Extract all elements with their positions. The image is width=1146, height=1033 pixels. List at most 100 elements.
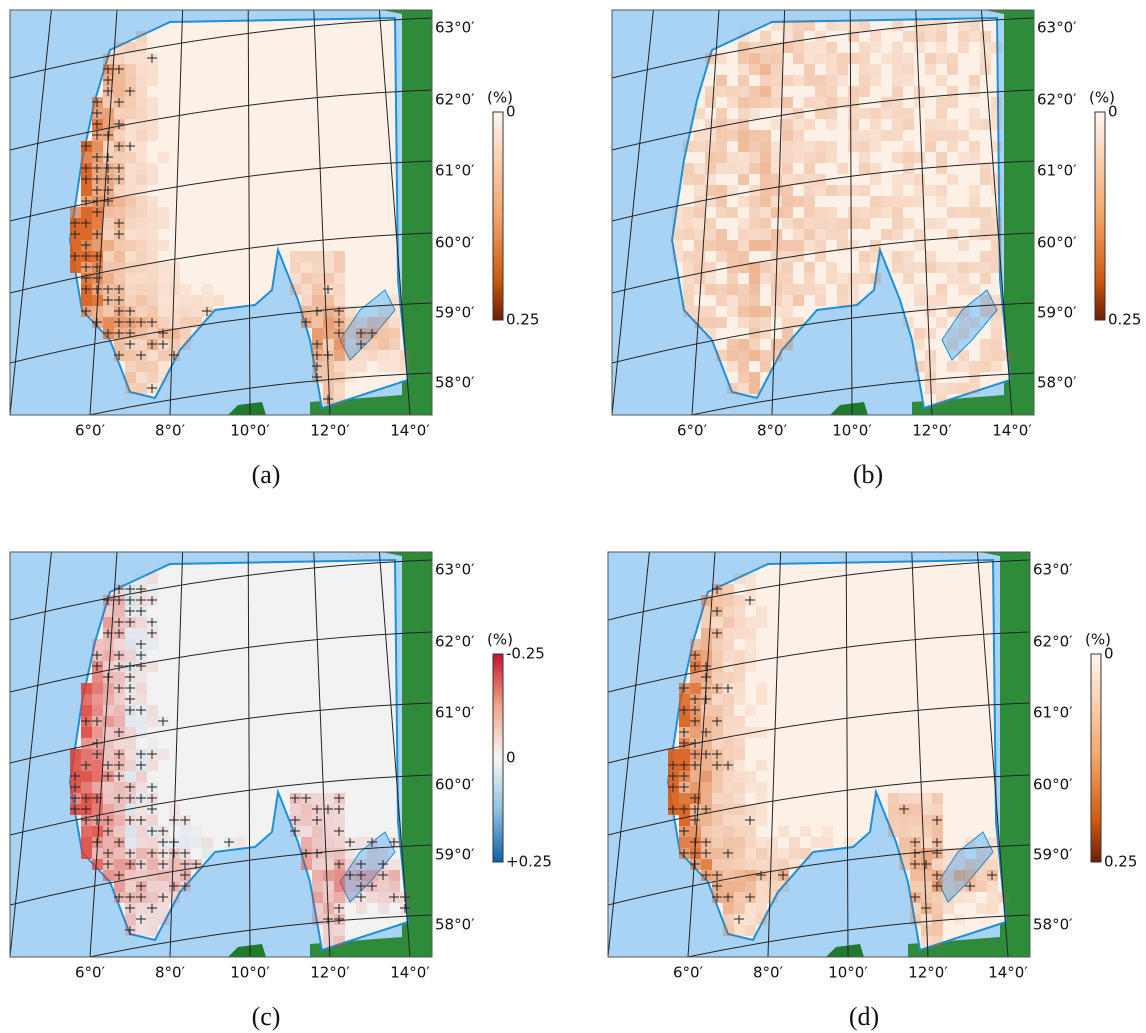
heat-cell <box>114 782 125 793</box>
heat-cell <box>925 119 936 130</box>
heat-cell <box>334 936 345 947</box>
heat-cell <box>837 185 848 196</box>
heat-cell <box>991 97 1002 108</box>
heat-cell <box>103 251 114 262</box>
heat-cell <box>290 804 301 815</box>
heat-cell <box>782 328 793 339</box>
heat-cell <box>969 284 980 295</box>
heat-cell <box>136 683 147 694</box>
heat-cell <box>705 86 716 97</box>
heat-cell <box>914 152 925 163</box>
heat-cell <box>334 339 345 350</box>
heat-cell <box>760 185 771 196</box>
heat-cell <box>334 925 345 936</box>
heat-cell <box>958 383 969 394</box>
heat-cell <box>125 108 136 119</box>
heat-cell <box>991 185 1002 196</box>
heat-cell <box>683 207 694 218</box>
heat-cell <box>290 262 301 273</box>
heat-cell <box>760 240 771 251</box>
heat-cell <box>378 892 389 903</box>
heat-cell <box>749 53 760 64</box>
heat-cell <box>147 361 158 372</box>
heat-cell <box>859 64 870 75</box>
heat-cell <box>125 295 136 306</box>
heat-cell <box>690 727 701 738</box>
heat-cell <box>712 859 723 870</box>
heat-cell <box>136 694 147 705</box>
heat-cell <box>910 815 921 826</box>
heat-cell <box>969 152 980 163</box>
heat-cell <box>749 372 760 383</box>
heat-cell <box>738 174 749 185</box>
heat-cell <box>958 317 969 328</box>
heat-cell <box>782 185 793 196</box>
heat-cell <box>705 53 716 64</box>
heat-cell <box>158 903 169 914</box>
lon-label: 6°0′ <box>673 964 704 982</box>
heat-cell <box>114 881 125 892</box>
heat-cell <box>690 826 701 837</box>
heat-cell <box>114 694 125 705</box>
heat-cell <box>837 218 848 229</box>
heat-cell <box>136 339 147 350</box>
heat-cell <box>782 295 793 306</box>
heat-cell <box>114 639 125 650</box>
heat-cell <box>771 196 782 207</box>
heat-cell <box>903 196 914 207</box>
heat-cell <box>870 64 881 75</box>
heat-cell <box>202 848 213 859</box>
lon-label: 8°0′ <box>155 964 186 982</box>
heat-cell <box>921 837 932 848</box>
heat-cell <box>92 859 103 870</box>
heat-cell <box>92 683 103 694</box>
heat-cell <box>356 361 367 372</box>
heat-cell <box>760 328 771 339</box>
heat-cell <box>705 317 716 328</box>
colorbar-label: 0 <box>1108 103 1118 121</box>
heat-cell <box>103 306 114 317</box>
heat-cell <box>136 372 147 383</box>
heat-cell <box>114 108 125 119</box>
heat-cell <box>683 229 694 240</box>
heat-cell <box>147 350 158 361</box>
heat-cell <box>734 793 745 804</box>
lon-label: 12°0′ <box>908 964 948 982</box>
heat-cell <box>323 870 334 881</box>
heat-cell <box>881 108 892 119</box>
heat-cell <box>389 870 400 881</box>
heat-cell <box>716 284 727 295</box>
heat-cell <box>987 892 998 903</box>
lat-label: 61°0′ <box>435 704 475 722</box>
heat-cell <box>749 86 760 97</box>
heat-cell <box>760 306 771 317</box>
heat-cell <box>738 108 749 119</box>
heat-cell <box>767 859 778 870</box>
heat-cell <box>826 152 837 163</box>
heat-cell <box>147 108 158 119</box>
heat-cell <box>147 251 158 262</box>
heat-cell <box>793 42 804 53</box>
heat-cell <box>804 196 815 207</box>
heat-cell <box>147 738 158 749</box>
heat-cell <box>103 749 114 760</box>
heat-cell <box>888 793 899 804</box>
heat-cell <box>114 804 125 815</box>
heat-cell <box>125 716 136 727</box>
heat-cell <box>114 826 125 837</box>
heat-cell <box>672 240 683 251</box>
heat-cell <box>334 361 345 372</box>
heat-cell <box>980 207 991 218</box>
heat-cell <box>932 903 943 914</box>
heat-cell <box>925 328 936 339</box>
colorbar-label: 0.25 <box>506 311 539 329</box>
heat-cell <box>925 130 936 141</box>
heat-cell <box>125 229 136 240</box>
heat-cell <box>738 350 749 361</box>
heat-cell <box>756 617 767 628</box>
heat-cell <box>925 185 936 196</box>
heat-cell <box>771 339 782 350</box>
heat-cell <box>103 793 114 804</box>
heat-cell <box>716 185 727 196</box>
heat-cell <box>826 185 837 196</box>
